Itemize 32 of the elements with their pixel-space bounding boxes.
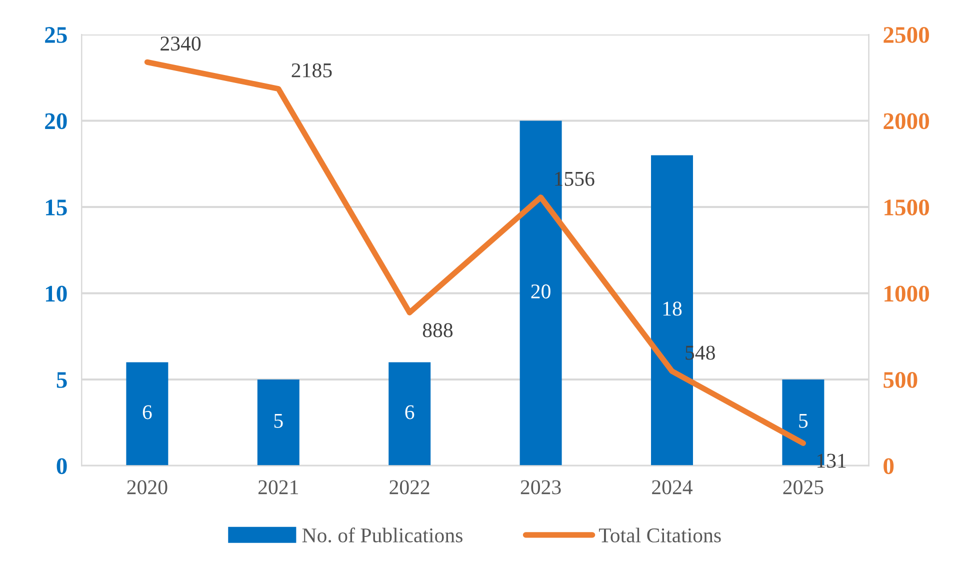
y-tick-label: 5 — [56, 372, 67, 388]
bar — [388, 362, 431, 466]
data-label: 5 — [799, 414, 808, 428]
x-tick-label: 2024 — [652, 480, 693, 494]
x-tick-label: 2025 — [783, 480, 824, 494]
data-label: 5 — [274, 414, 283, 428]
data-label: 6 — [142, 405, 152, 420]
y-tick-label: 15 — [46, 200, 67, 216]
data-label: 888 — [422, 323, 453, 338]
x-tick-label: 2022 — [390, 480, 430, 494]
data-label: 18 — [663, 302, 682, 316]
x-tick-label: 2023 — [520, 480, 561, 494]
y2-tick-label: 1500 — [884, 199, 930, 216]
legend-label: No. of Publications — [302, 528, 462, 543]
y2-tick-label: 1000 — [884, 286, 930, 302]
y2-tick-label: 2000 — [884, 113, 930, 130]
y-tick-label: 0 — [56, 458, 67, 474]
y2-tick-label: 0 — [884, 458, 894, 474]
y-tick-label: 20 — [45, 113, 67, 130]
data-label: 2340 — [160, 36, 201, 51]
x-tick-label: 2020 — [127, 480, 168, 494]
bar — [257, 380, 300, 466]
y-tick-label: 10 — [46, 286, 67, 302]
y2-tick-label: 2500 — [884, 26, 930, 43]
y2-tick-label: 500 — [884, 372, 918, 388]
legend-label: Total Citations — [598, 528, 721, 542]
y-tick-label: 25 — [45, 27, 67, 43]
data-label: 6 — [405, 405, 414, 420]
data-label: 2185 — [292, 63, 332, 78]
data-label: 20 — [531, 284, 550, 298]
x-tick-label: 2021 — [258, 480, 298, 494]
bar — [126, 362, 168, 466]
